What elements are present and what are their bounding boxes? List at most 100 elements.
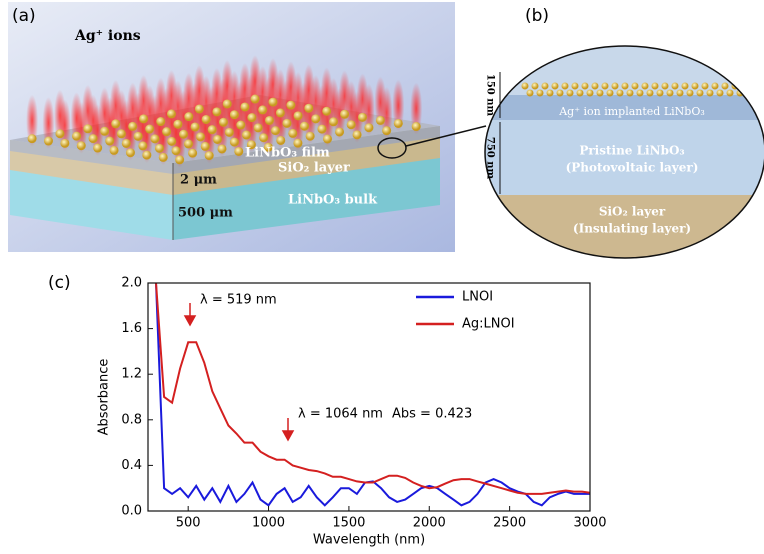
y-tick-label: 0.8: [121, 412, 142, 427]
ion-dot: [72, 132, 81, 141]
ion-dot: [167, 109, 176, 118]
ion-dot: [100, 127, 109, 136]
panel-b: (b) 150 nm 750 nm Ag⁺ ion implanted LiNb…: [480, 6, 764, 265]
ion-dot: [276, 136, 285, 145]
y-tick-label: 1.6: [121, 321, 142, 336]
ion-dot: [562, 83, 569, 90]
ion-dot: [657, 90, 664, 97]
ion-dot: [251, 95, 260, 104]
ion-dot: [617, 90, 624, 97]
pristine-layer: [480, 120, 764, 195]
ion-dot: [394, 119, 403, 128]
ion-dot: [712, 83, 719, 90]
ion-dot: [173, 120, 182, 129]
ion-dot: [259, 133, 268, 142]
ion-dot: [592, 83, 599, 90]
ion-dot: [230, 138, 239, 147]
sio2-role: (Insulating layer): [573, 222, 691, 236]
ion-dot: [677, 90, 684, 97]
ion-dot: [89, 134, 98, 143]
ion-dot: [44, 137, 53, 146]
ion-dot: [557, 90, 564, 97]
ion-dot: [195, 104, 204, 113]
legend-label: Ag:LNOI: [462, 317, 515, 332]
sio2-label: SiO₂ layer: [278, 161, 350, 176]
ion-dot: [382, 126, 391, 135]
arrow-head: [185, 316, 195, 325]
ion-dot: [692, 83, 699, 90]
panel-label: (c): [48, 273, 71, 293]
ion-dot: [376, 116, 385, 125]
y-tick-label: 2.0: [121, 276, 142, 291]
ion-dot: [527, 90, 534, 97]
ion-dot: [602, 83, 609, 90]
ion-dot: [162, 127, 171, 136]
annotation: λ = 1064 nm: [298, 407, 383, 422]
ion-dot: [322, 107, 331, 116]
x-tick-label: 2000: [413, 516, 446, 531]
ion-dot: [547, 90, 554, 97]
ion-dot: [282, 119, 291, 128]
ion-dot: [83, 124, 92, 133]
ion-dot: [265, 116, 274, 125]
arrow-head: [283, 431, 293, 440]
ion-dot: [202, 115, 211, 124]
ion-dot: [323, 134, 332, 143]
ion-dot: [55, 129, 64, 138]
ion-dot: [276, 108, 285, 117]
ion-dot: [567, 90, 574, 97]
ion-dot: [627, 90, 634, 97]
ion-dot: [412, 122, 421, 131]
ion-dot: [347, 120, 356, 129]
ion-dot: [335, 127, 344, 136]
ion-dot: [642, 83, 649, 90]
ion-dot: [156, 117, 165, 126]
panel-c: (c) Absorbance Wavelength (nm) λ = 519 n…: [48, 273, 607, 548]
panel-label: (b): [525, 6, 549, 26]
legend-label: LNOI: [462, 290, 493, 305]
bulk-label: LiNbO₃ bulk: [288, 193, 378, 208]
ion-dot: [353, 130, 362, 139]
ion-dot: [647, 90, 654, 97]
ion-dot: [311, 114, 320, 123]
ion-dot: [682, 83, 689, 90]
ion-dot: [667, 90, 674, 97]
pristine-label: Pristine LiNbO₃: [579, 144, 684, 158]
ion-dot: [271, 126, 280, 135]
page: (a) Ag⁺ ions LiNbO₃ film SiO₂ layer 2 μm…: [0, 0, 764, 550]
ion-dot: [223, 99, 232, 108]
panel-a: (a) Ag⁺ ions LiNbO₃ film SiO₂ layer 2 μm…: [8, 2, 486, 252]
y-axis-label: Absorbance: [97, 359, 112, 436]
ion-dot: [105, 137, 114, 146]
bulk-thickness: 500 μm: [178, 206, 233, 221]
ion-dot: [717, 90, 724, 97]
ion-dot: [240, 102, 249, 111]
ion-dot: [117, 129, 126, 138]
ion-dot: [179, 130, 188, 139]
ion-dot: [707, 90, 714, 97]
ion-dot: [242, 131, 251, 140]
panel-label: (a): [12, 6, 36, 26]
y-tick-label: 0.0: [121, 504, 142, 519]
ion-dot: [167, 137, 176, 146]
ion-dot: [672, 83, 679, 90]
ion-dot: [722, 83, 729, 90]
implanted-label: Ag⁺ ion implanted LiNbO₃: [558, 105, 705, 118]
annotation: Abs = 0.423: [392, 407, 472, 422]
ion-dot: [318, 125, 327, 134]
ion-dot: [687, 90, 694, 97]
ion-dot: [300, 122, 309, 131]
pristine-role: (Photovoltaic layer): [566, 161, 699, 175]
mid-thickness: 750 nm: [485, 137, 496, 180]
ion-dot: [727, 90, 734, 97]
ion-dot: [139, 114, 148, 123]
y-tick-label: 0.4: [121, 458, 142, 473]
ion-dot: [230, 110, 239, 119]
annotation: λ = 519 nm: [200, 293, 277, 308]
ion-dot: [258, 105, 267, 114]
ion-dot: [702, 83, 709, 90]
ion-dot: [364, 123, 373, 132]
ion-dot: [184, 112, 193, 121]
ion-dot: [577, 90, 584, 97]
ion-dot: [637, 90, 644, 97]
